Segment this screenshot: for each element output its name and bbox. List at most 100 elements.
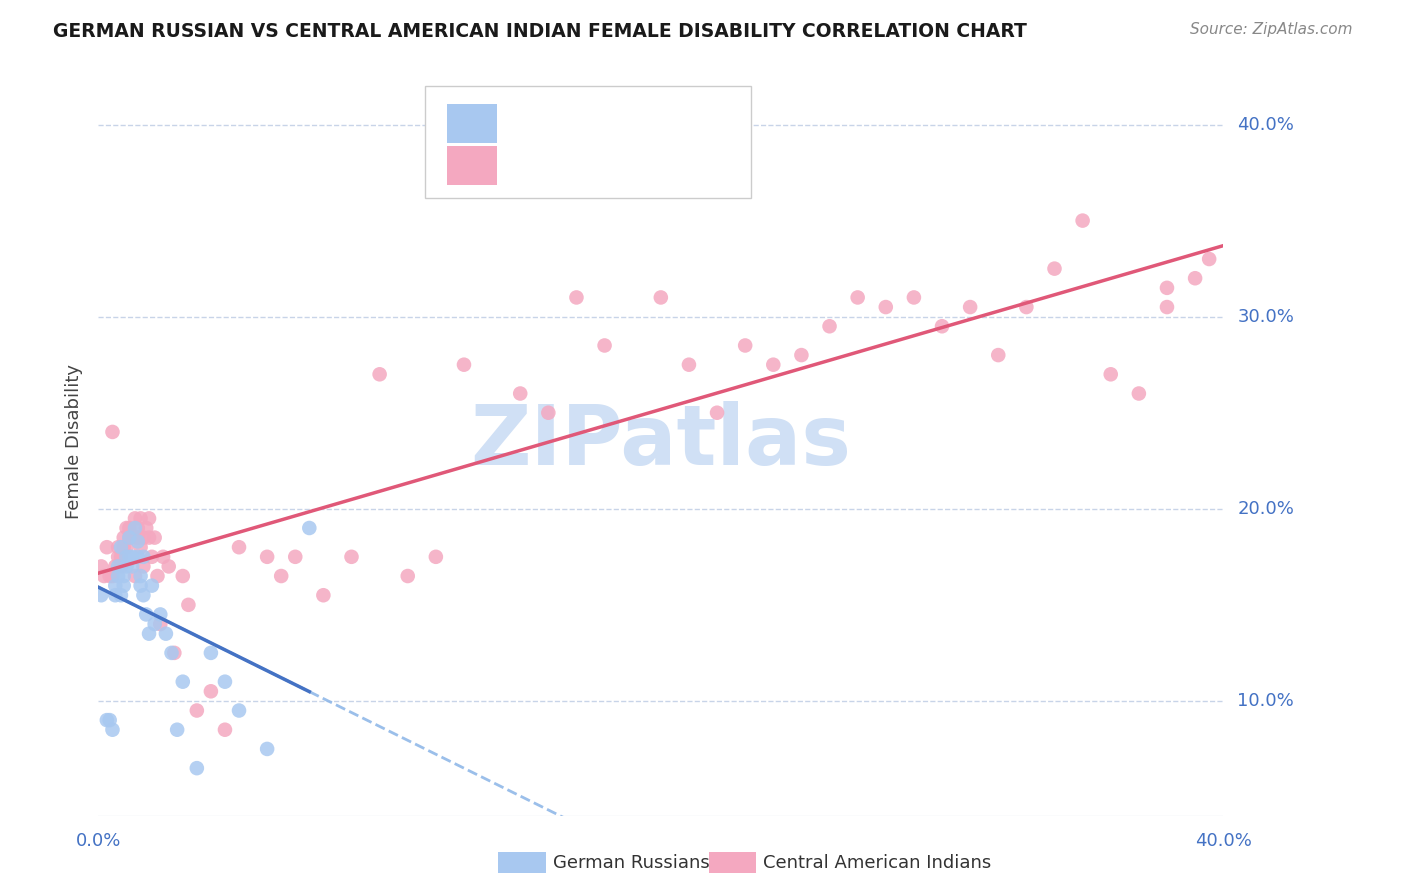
Point [127,531,149,545]
Point [138,531,160,545]
Point [110,549,132,564]
Text: Central American Indians: Central American Indians [763,854,991,871]
Point [110,588,132,602]
Text: R = 0.583: R = 0.583 [506,155,605,175]
Point [565,290,588,304]
Point [200,684,222,698]
Point [734,338,756,352]
Point [368,368,391,382]
Point [149,607,172,622]
FancyBboxPatch shape [447,104,496,144]
Point [107,549,129,564]
Point [186,704,208,718]
Text: ZIPatlas: ZIPatlas [471,401,851,482]
Point [121,531,143,545]
Point [340,549,363,564]
Point [112,569,135,583]
Text: Source: ZipAtlas.com: Source: ZipAtlas.com [1189,22,1353,37]
Point [112,579,135,593]
Point [121,549,143,564]
Point [537,406,560,420]
Point [90,559,112,574]
Point [1099,368,1122,382]
Point [115,559,138,574]
Point [107,540,129,554]
Point [650,290,672,304]
Point [132,531,155,545]
Text: 0.0%: 0.0% [76,831,121,849]
Point [118,521,141,535]
Point [138,511,160,525]
Point [200,646,222,660]
Text: German Russians: German Russians [553,854,709,871]
Text: 40.0%: 40.0% [1195,831,1251,849]
Point [146,569,169,583]
Point [959,300,981,314]
Point [101,425,124,439]
Point [1071,213,1094,227]
Point [93,569,115,583]
Point [903,290,925,304]
Point [228,704,250,718]
Point [129,569,152,583]
Point [284,549,307,564]
Point [143,617,166,632]
Point [987,348,1010,362]
Point [118,531,141,545]
Point [135,521,157,535]
Point [152,549,174,564]
Point [1156,300,1178,314]
Point [98,713,121,727]
Point [818,319,841,334]
Point [186,761,208,775]
Point [96,540,118,554]
Point [129,579,152,593]
Point [312,588,335,602]
Point [509,386,531,401]
Point [214,674,236,689]
Point [138,626,160,640]
Point [790,348,813,362]
Point [127,549,149,564]
Point [115,521,138,535]
Point [396,569,419,583]
Point [132,559,155,574]
Point [177,598,200,612]
Point [104,588,127,602]
Point [132,588,155,602]
Point [762,358,785,372]
Point [127,534,149,549]
Point [172,569,194,583]
Point [141,549,163,564]
Point [155,626,177,640]
Point [121,559,143,574]
Point [110,540,132,554]
Point [256,549,278,564]
Point [101,723,124,737]
Point [124,511,146,525]
Point [157,559,180,574]
Point [228,540,250,554]
Point [143,531,166,545]
Point [129,511,152,525]
Point [270,569,292,583]
Point [104,579,127,593]
Point [678,358,700,372]
Point [256,742,278,756]
Text: 10.0%: 10.0% [1237,692,1294,710]
Point [129,540,152,554]
Point [124,569,146,583]
Point [453,358,475,372]
Point [931,319,953,334]
Point [112,540,135,554]
Point [846,290,869,304]
FancyBboxPatch shape [447,145,496,185]
Point [593,338,616,352]
Point [118,531,141,545]
Point [1156,281,1178,295]
Point [1184,271,1206,285]
Point [135,607,157,622]
Text: GERMAN RUSSIAN VS CENTRAL AMERICAN INDIAN FEMALE DISABILITY CORRELATION CHART: GERMAN RUSSIAN VS CENTRAL AMERICAN INDIA… [53,22,1028,41]
Point [149,617,172,632]
Point [127,521,149,535]
